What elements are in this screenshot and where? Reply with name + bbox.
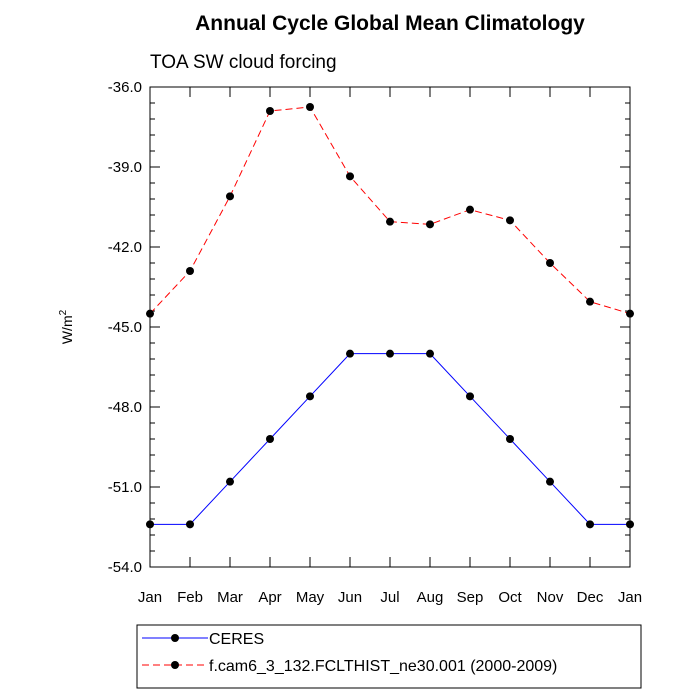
data-point-series-2 [266,107,274,115]
plot-frame [149,86,631,568]
legend-label-1: CERES [209,631,264,648]
data-point-series-2 [306,103,314,111]
data-point-series-1 [586,520,594,529]
series-line-1 [150,353,630,525]
x-tick-label: Feb [177,589,203,606]
chart-subtitle: TOA SW cloud forcing [150,52,337,73]
series-line-2 [149,106,631,315]
x-tick-label: Jan [618,589,642,606]
x-tick-label: Apr [258,589,281,606]
legend: CERES f.cam6_3_132.FCLTHIST_ne30.001 (200… [136,624,642,689]
data-point-series-2 [546,259,554,267]
legend-box [136,624,642,689]
y-tick-label: -45.0 [108,319,142,336]
y-axis: -36.0 -39.0 -42.0 -45.0 -48.0 -51.0 -54.0 [108,79,630,576]
data-point-series-1 [306,392,314,401]
y-axis-label: W/m2 [58,309,75,344]
data-point-series-1 [626,520,634,529]
data-point-series-1 [266,435,274,443]
data-point-series-2 [226,192,234,201]
data-point-series-1 [146,520,154,529]
data-point-series-1 [226,477,234,486]
data-point-series-1 [386,349,394,358]
data-point-series-1 [466,392,474,401]
y-tick-label: -48.0 [108,399,142,416]
series-layer [146,103,634,529]
y-tick-label: -51.0 [108,479,142,496]
data-point-series-2 [586,297,594,306]
x-tick-label: Dec [577,589,604,606]
data-point-series-2 [386,217,394,226]
legend-label-2: f.cam6_3_132.FCLTHIST_ne30.001 (2000-200… [209,658,557,675]
data-point-series-2 [466,205,474,214]
x-tick-label: Jun [338,589,362,606]
y-tick-label: -54.0 [108,559,142,576]
data-point-series-1 [426,349,434,358]
data-point-series-2 [346,172,354,181]
chart-title: Annual Cycle Global Mean Climatology [195,12,585,35]
x-tick-label: Aug [417,589,444,606]
data-point-series-1 [186,520,194,529]
x-tick-label: Oct [498,589,522,606]
data-point-series-1 [546,477,554,486]
x-tick-label: Jul [380,589,399,606]
plot-area [149,86,631,568]
x-axis: Jan Feb Mar Apr May Jun Jul Aug Sep Oct Nov Dec Jan [138,87,642,606]
legend-marker-1 [171,634,179,642]
data-point-series-2 [186,267,194,275]
x-tick-label: May [296,589,325,606]
x-tick-label: Sep [457,589,484,606]
x-tick-label: Nov [537,589,564,606]
data-point-series-2 [146,309,154,318]
data-point-series-2 [506,216,514,225]
data-point-series-2 [426,220,434,229]
legend-marker-2 [171,661,179,669]
data-point-series-2 [626,309,634,318]
data-point-series-1 [346,349,354,358]
x-tick-label: Mar [217,589,243,606]
y-tick-label: -42.0 [108,239,142,256]
y-tick-label: -39.0 [108,159,142,176]
x-tick-label: Jan [138,589,162,606]
data-point-series-1 [506,435,514,443]
y-tick-label: -36.0 [108,79,142,96]
